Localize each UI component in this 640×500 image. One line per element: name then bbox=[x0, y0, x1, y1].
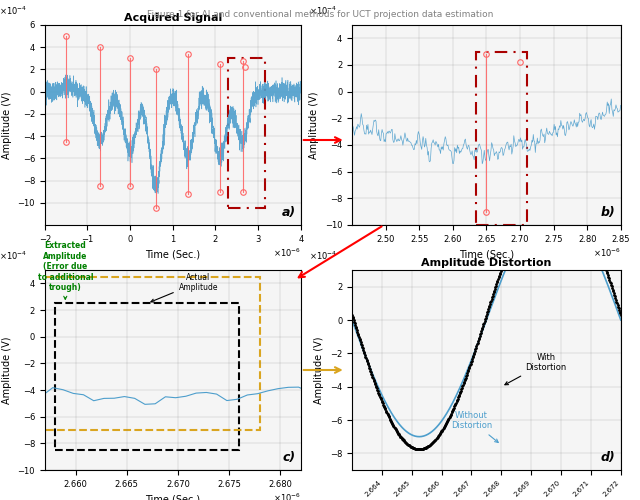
Without Distortion bbox=[612, 302, 620, 308]
Line: Without Distortion: Without Distortion bbox=[352, 204, 621, 436]
Text: $\times 10^{-6}$: $\times 10^{-6}$ bbox=[593, 246, 621, 259]
X-axis label: Time (Sec.): Time (Sec.) bbox=[459, 250, 514, 260]
Text: Without
Distortion: Without Distortion bbox=[451, 411, 498, 442]
Without Distortion bbox=[494, 286, 502, 292]
With Distortion bbox=[494, 276, 502, 282]
Text: b): b) bbox=[601, 206, 616, 219]
Y-axis label: Amplitude (V): Amplitude (V) bbox=[2, 336, 12, 404]
Without Distortion bbox=[550, 200, 557, 206]
Title: Amplitude Distortion: Amplitude Distortion bbox=[421, 258, 552, 268]
Line: With Distortion: With Distortion bbox=[351, 180, 622, 450]
Without Distortion bbox=[348, 317, 356, 323]
Without Distortion bbox=[476, 334, 484, 340]
Text: $\times 10^{-6}$: $\times 10^{-6}$ bbox=[273, 492, 301, 500]
Without Distortion bbox=[570, 212, 577, 218]
Without Distortion bbox=[617, 317, 625, 323]
With Distortion bbox=[570, 192, 577, 198]
Text: With
Distortion: With Distortion bbox=[505, 352, 567, 384]
Text: $\times 10^{-6}$: $\times 10^{-6}$ bbox=[273, 246, 301, 259]
With Distortion bbox=[476, 332, 484, 338]
With Distortion bbox=[617, 312, 625, 318]
With Distortion bbox=[415, 446, 423, 452]
Text: $\times 10^{-4}$: $\times 10^{-4}$ bbox=[309, 4, 337, 17]
Title: Acquired Signal: Acquired Signal bbox=[124, 13, 222, 23]
Text: c): c) bbox=[282, 451, 296, 464]
Text: Figure 1 for AI and conventional methods for UCT projection data estimation: Figure 1 for AI and conventional methods… bbox=[147, 10, 493, 19]
Text: Actual
Amplitude: Actual Amplitude bbox=[151, 272, 218, 302]
Y-axis label: Amplitude (V): Amplitude (V) bbox=[314, 336, 324, 404]
Text: $\times 10^{-4}$: $\times 10^{-4}$ bbox=[309, 250, 337, 262]
With Distortion bbox=[550, 178, 557, 184]
With Distortion bbox=[612, 295, 620, 301]
Text: $\times 10^{-4}$: $\times 10^{-4}$ bbox=[0, 250, 27, 262]
Without Distortion bbox=[509, 250, 516, 256]
Y-axis label: Amplitude (V): Amplitude (V) bbox=[309, 91, 319, 159]
With Distortion bbox=[509, 235, 516, 241]
Without Distortion bbox=[478, 330, 486, 336]
Text: Extracted
Amplitude
(Error due
to additional
trough): Extracted Amplitude (Error due to additi… bbox=[38, 242, 93, 300]
With Distortion bbox=[348, 312, 356, 318]
Y-axis label: Amplitude (V): Amplitude (V) bbox=[2, 91, 12, 159]
Text: a): a) bbox=[282, 206, 296, 219]
Text: d): d) bbox=[601, 451, 616, 464]
X-axis label: Time (Sec.): Time (Sec.) bbox=[145, 494, 200, 500]
X-axis label: Time (Sec.): Time (Sec.) bbox=[145, 250, 200, 260]
With Distortion bbox=[478, 326, 486, 332]
Text: $\times 10^{-4}$: $\times 10^{-4}$ bbox=[0, 4, 27, 17]
Without Distortion bbox=[415, 434, 423, 440]
